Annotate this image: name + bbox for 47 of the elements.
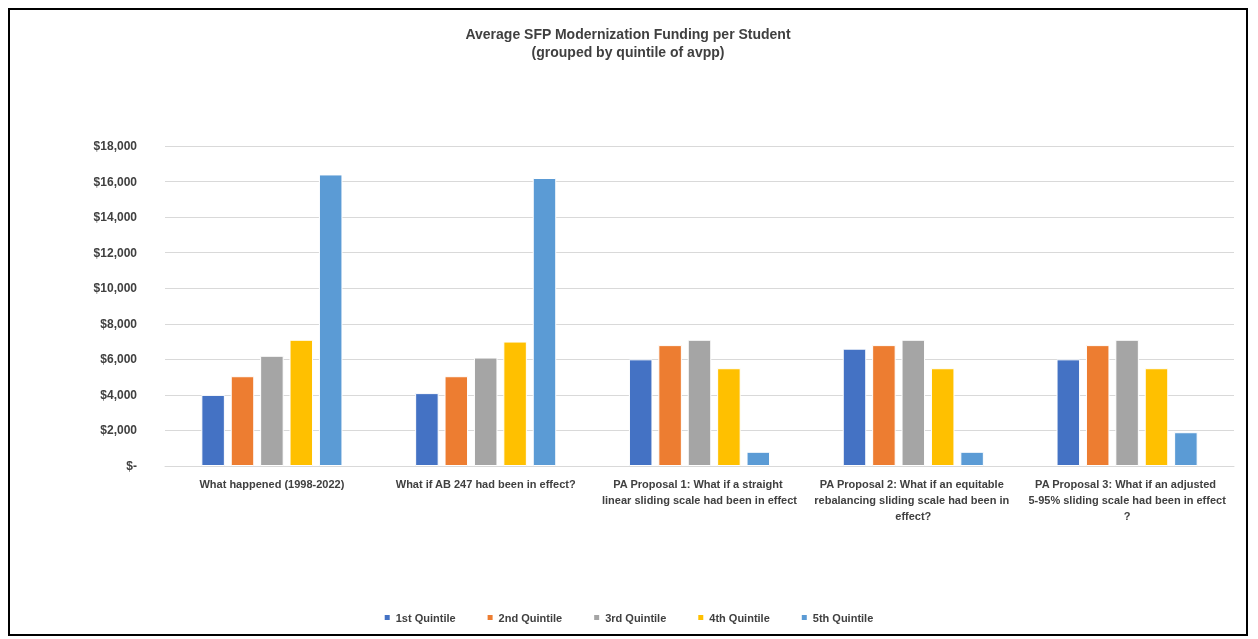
x-tick-label: PA Proposal 1: What if a straight linear sliding scale had been in effect (601, 478, 798, 506)
bar (901, 339, 926, 466)
bar (532, 178, 557, 466)
y-tick-label: $4,000 (100, 387, 138, 402)
bar (1174, 432, 1198, 466)
chart-title: Average SFP Modernization Funding per Student (465, 26, 791, 42)
x-tick-label: PA Proposal 2: What if an equitable rebalancing sliding scale had been in effect? (814, 478, 1013, 522)
bar (473, 357, 498, 466)
bar (746, 451, 771, 466)
bar (717, 368, 741, 466)
y-tick-label: $8,000 (100, 316, 138, 331)
legend-label: 5th Quintile (812, 611, 874, 624)
bar (687, 339, 712, 466)
bar (930, 368, 955, 466)
y-tick-label: $14,000 (93, 210, 138, 225)
legend-label: 4th Quintile (709, 611, 770, 624)
y-tick-label: $12,000 (93, 245, 138, 260)
bar (260, 355, 284, 466)
legend-label: 3rd Quintile (605, 611, 667, 624)
x-tick-label: What happened (1998-2022) (199, 478, 345, 490)
legend-label: 1st Quintile (395, 611, 456, 624)
y-tick-label: $2,000 (100, 423, 138, 438)
y-tick-label: $18,000 (93, 139, 138, 153)
bar (960, 451, 984, 466)
bar (503, 341, 527, 466)
bar (318, 174, 343, 466)
bar (658, 345, 682, 466)
y-tick-label: $10,000 (93, 281, 138, 296)
x-tick-label: PA Proposal 3: What if an adjusted 5-95% sliding scale had been in effect? (1028, 478, 1227, 522)
y-tick-label: $6,000 (100, 352, 138, 367)
legend-label: 2nd Quintile (498, 611, 563, 624)
chart-subtitle: (grouped by quintile of avpp) (531, 44, 725, 60)
y-tick-label: $- (126, 459, 137, 473)
bar (230, 376, 255, 466)
bar (842, 348, 867, 466)
bar (444, 376, 469, 466)
bar (289, 339, 314, 466)
bar (1115, 339, 1139, 466)
bar (1144, 368, 1169, 466)
bar (1056, 359, 1081, 466)
bar (872, 345, 896, 466)
y-tick-label: $16,000 (93, 174, 138, 189)
bar (201, 394, 225, 466)
bar (415, 393, 439, 466)
bar (628, 359, 653, 466)
x-tick-label: What if AB 247 had been in effect? (395, 478, 576, 490)
bar (1085, 345, 1110, 466)
